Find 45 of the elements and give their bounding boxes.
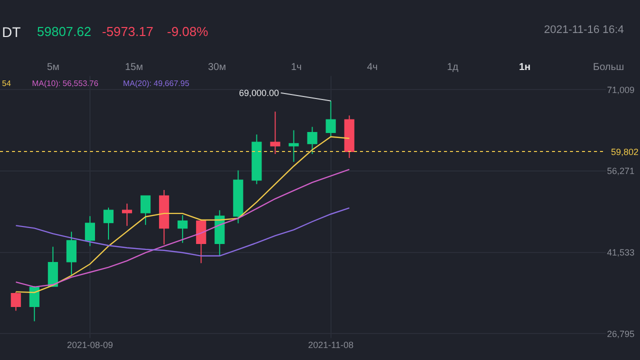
- y-tick-label: 41,533: [607, 247, 635, 258]
- candlestick: [288, 130, 299, 162]
- candlestick: [326, 100, 336, 138]
- y-tick-label: 71,009: [607, 84, 635, 95]
- candlestick: [122, 203, 132, 226]
- text: 2021-11-16 16:4: [544, 24, 624, 36]
- annotation: 54: [2, 79, 12, 88]
- text: Больш: [593, 62, 624, 73]
- candlestick: [29, 285, 40, 322]
- annotation: MA(20): 49,667.95: [123, 79, 190, 88]
- candlestick: [344, 115, 354, 158]
- x-tick-label: 2021-11-08: [308, 340, 354, 350]
- candlestick: [252, 134, 262, 185]
- candlestick: [103, 207, 114, 240]
- y-tick-label: 56,271: [607, 166, 635, 176]
- text: 1д: [447, 62, 459, 73]
- candlestick: [196, 218, 206, 264]
- text: 59807.62: [37, 24, 92, 39]
- candlestick: [66, 231, 76, 276]
- candlestick: [270, 111, 280, 155]
- x-tick-label: 2021-08-09: [66, 340, 113, 350]
- candlestick: [178, 214, 188, 244]
- text: -5973.17: [102, 24, 154, 39]
- candlestick: [48, 246, 58, 288]
- candlestick: [159, 189, 170, 245]
- text: 1н: [519, 62, 531, 73]
- annotation: MA(10): 56,553.76: [32, 79, 99, 88]
- text: -9.08%: [167, 24, 209, 39]
- candlestick: [10, 291, 21, 312]
- line-series: [15, 168, 350, 288]
- text: 1ч: [291, 62, 302, 73]
- text: DT: [2, 24, 22, 40]
- annotation: 69,000.00: [239, 88, 280, 98]
- candlestick: [307, 126, 318, 155]
- text: 30м: [208, 62, 226, 73]
- text: 5м: [47, 62, 60, 73]
- text: 15м: [125, 62, 144, 73]
- candlestick: [140, 195, 151, 226]
- ref-line-label: 59,802: [611, 147, 639, 157]
- candlestick: [233, 170, 244, 224]
- text: 4ч: [367, 62, 378, 73]
- candlestick: [214, 210, 225, 256]
- line-series: [15, 207, 350, 257]
- candlestick: [84, 216, 96, 247]
- y-tick-label: 26,795: [607, 328, 635, 339]
